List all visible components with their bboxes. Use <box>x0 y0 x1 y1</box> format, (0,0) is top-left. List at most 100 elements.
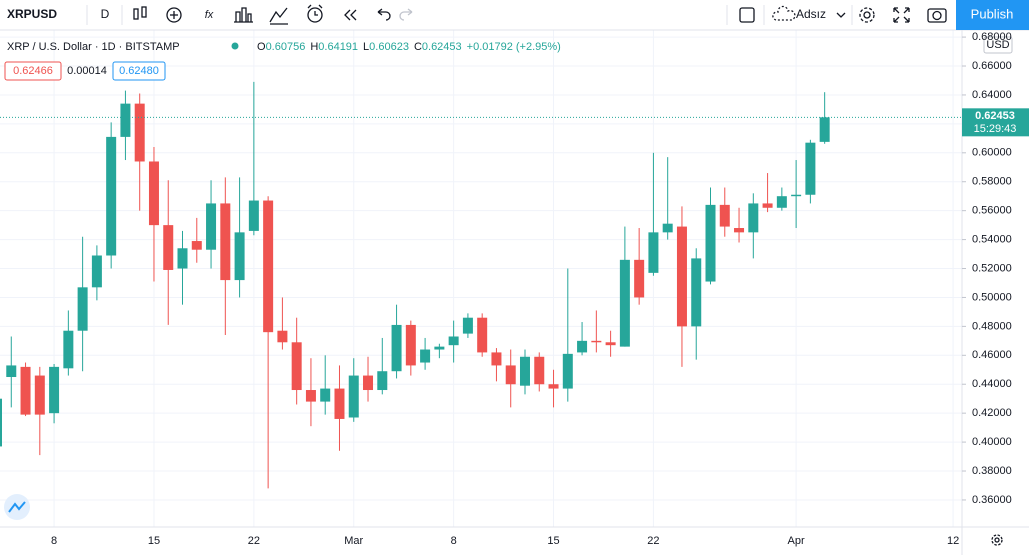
candle-body <box>377 371 388 391</box>
candle-body <box>705 204 716 282</box>
candle-body <box>405 324 416 366</box>
y-tick-label: 0.66000 <box>972 60 1012 72</box>
ohlc-legend: O0.60756 H0.64191 L0.60623 C0.62453 +0.01792… <box>257 41 561 53</box>
candle-body <box>805 142 816 195</box>
candle-body <box>648 232 659 273</box>
candle-body <box>363 375 374 391</box>
x-tick-label: Mar <box>344 535 363 547</box>
fullscreen-button[interactable] <box>893 7 910 23</box>
indicator-add-button[interactable] <box>166 7 182 23</box>
candle-body <box>548 384 559 389</box>
y-tick-label: 0.60000 <box>972 147 1012 159</box>
x-tick-label: 15 <box>547 535 559 547</box>
candle-body <box>662 223 673 233</box>
candle-body <box>49 366 60 414</box>
ohlc-value: 0.60623 <box>369 41 409 53</box>
candle-body <box>577 340 588 353</box>
candle-body <box>234 232 245 281</box>
candle-body <box>477 317 488 353</box>
currency-label[interactable]: USD <box>986 39 1009 51</box>
sell-price[interactable]: 0.62466 <box>13 65 53 77</box>
candle-body <box>762 203 773 208</box>
candle-body <box>305 390 316 402</box>
x-tick-label: 22 <box>248 535 260 547</box>
snapshot-button[interactable] <box>927 8 947 23</box>
candle-body <box>434 346 445 350</box>
y-tick-label: 0.54000 <box>972 233 1012 245</box>
candle-body <box>791 194 802 197</box>
candle-body <box>220 203 231 281</box>
last-price-box <box>962 108 1029 137</box>
candle-body <box>691 258 702 327</box>
candle-body <box>6 365 17 378</box>
candle-body <box>120 103 131 137</box>
ohlc-value: 0.64191 <box>318 41 358 53</box>
layout-menu-arrow[interactable] <box>836 12 846 18</box>
candle-body <box>562 353 573 389</box>
indicators-button[interactable]: fx <box>205 9 214 21</box>
candle-body <box>776 196 787 208</box>
candle-body <box>534 356 545 385</box>
undo-button[interactable] <box>377 8 391 21</box>
y-tick-label: 0.36000 <box>972 494 1012 506</box>
candle-body <box>77 287 88 331</box>
axis-settings-button[interactable] <box>991 534 1003 546</box>
candle-body <box>505 365 516 385</box>
replay-button[interactable] <box>344 9 357 21</box>
candle-body <box>320 388 331 402</box>
candle-body <box>619 259 630 347</box>
candle-body <box>391 324 402 372</box>
candle-body <box>719 204 730 227</box>
publish-button[interactable] <box>956 0 1029 30</box>
spread: 0.00014 <box>67 65 107 77</box>
candle-body <box>605 342 616 346</box>
symbol-title: XRP / U.S. Dollar · 1D · BITSTAMP <box>7 41 180 53</box>
y-tick-label: 0.52000 <box>972 262 1012 274</box>
candle-body <box>491 352 502 366</box>
candle-body <box>334 388 345 419</box>
logo[interactable] <box>4 494 30 520</box>
candle-body <box>191 241 202 250</box>
candle-body <box>106 136 117 256</box>
y-tick-label: 0.42000 <box>972 407 1012 419</box>
candle-body <box>676 226 687 327</box>
chart-type-button[interactable] <box>133 6 147 20</box>
y-tick-label: 0.58000 <box>972 176 1012 188</box>
interval[interactable]: D <box>101 7 110 21</box>
x-tick-label: 15 <box>148 535 160 547</box>
candle-body <box>177 248 188 269</box>
settings-button[interactable] <box>859 7 875 23</box>
candle-body <box>91 255 102 288</box>
financials-button[interactable] <box>234 7 253 23</box>
buy-price[interactable]: 0.62480 <box>119 65 159 77</box>
y-tick-label: 0.44000 <box>972 378 1012 390</box>
candle-body <box>206 203 217 250</box>
sell-button[interactable] <box>4 61 62 81</box>
countdown: 15:29:43 <box>974 123 1017 135</box>
x-tick-label: 22 <box>647 535 659 547</box>
y-tick-label: 0.46000 <box>972 349 1012 361</box>
y-tick-label: 0.38000 <box>972 465 1012 477</box>
candle-body <box>277 330 288 343</box>
candle-body <box>519 356 530 386</box>
alert-button[interactable] <box>307 4 323 23</box>
symbol[interactable]: XRPUSD <box>7 7 57 21</box>
candle-body <box>591 340 602 343</box>
candle-body <box>291 342 302 391</box>
y-tick-label: 0.56000 <box>972 205 1012 217</box>
layout-name[interactable]: Adsız <box>796 7 826 21</box>
cloud-icon <box>772 5 796 21</box>
ohlc-value: 0.60756 <box>266 41 306 53</box>
ohlc-prefix: C <box>414 41 422 53</box>
y-tick-label: 0.48000 <box>972 320 1012 332</box>
x-tick-label: 8 <box>51 535 57 547</box>
x-tick-label: 12 <box>947 535 959 547</box>
fullscreen-toggle[interactable] <box>739 7 755 23</box>
compare-button[interactable] <box>269 7 288 25</box>
buy-button[interactable] <box>112 61 166 81</box>
candle-body <box>748 203 759 233</box>
currency-box[interactable] <box>983 36 1013 54</box>
ohlc-value: 0.62453 <box>422 41 462 53</box>
publish-label[interactable]: Publish <box>971 6 1014 21</box>
